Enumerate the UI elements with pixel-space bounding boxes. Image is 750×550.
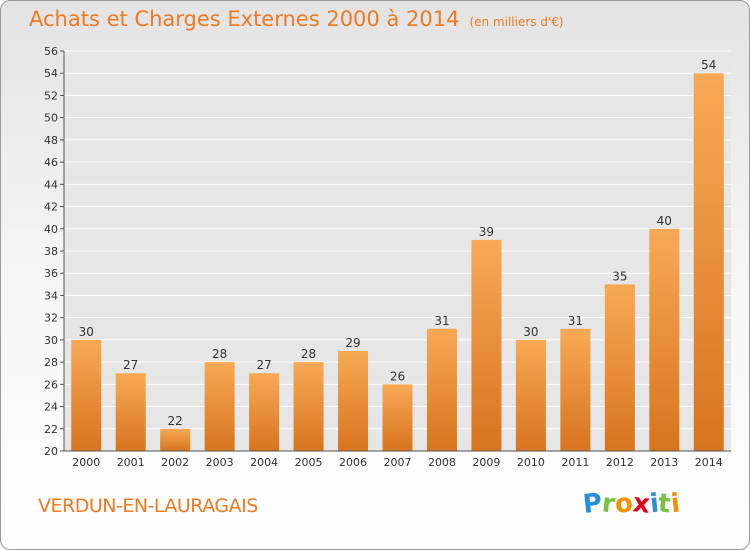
- y-tick-label: 38: [44, 245, 58, 258]
- x-tick-label: 2011: [561, 456, 589, 469]
- x-axis: 2000 2001 2002 2003 2004 2005 2006 2007 2008 2009…: [64, 450, 731, 469]
- bar-2007: [382, 384, 413, 451]
- x-tick-label: 2012: [606, 456, 634, 469]
- data-label-2008: 31: [434, 314, 449, 328]
- bar-2008: [426, 328, 457, 451]
- y-tick-label: 46: [44, 156, 58, 169]
- bar-2013: [649, 228, 680, 451]
- data-labels: 30 27 22 28 27 28 29 26 31 39 30 31 35 40 54: [79, 58, 717, 428]
- y-tick-label: 24: [44, 401, 58, 414]
- chart-title-unit: (en milliers d'€): [469, 15, 564, 29]
- y-tick-label: 54: [44, 67, 58, 80]
- y-tick-label: 48: [44, 134, 58, 147]
- bar-2012: [604, 284, 635, 451]
- x-tick-label: 2000: [72, 456, 100, 469]
- bar-2002: [160, 428, 191, 451]
- y-axis: 20 22 24 26 28 30 32 34 36 38 40 42 44 46 48 50 52 54 56: [44, 45, 65, 458]
- bar-2003: [204, 362, 235, 451]
- x-tick-label: 2013: [650, 456, 678, 469]
- x-tick-label: 2008: [428, 456, 456, 469]
- bar-2014: [693, 73, 724, 451]
- data-label-2003: 28: [212, 347, 227, 361]
- y-tick-label: 26: [44, 378, 58, 391]
- y-tick-label: 44: [44, 178, 58, 191]
- bar-2004: [249, 373, 280, 451]
- data-label-2012: 35: [612, 269, 627, 283]
- bars: [71, 73, 724, 451]
- y-tick-label: 50: [44, 112, 58, 125]
- y-tick-label: 20: [44, 445, 58, 458]
- data-label-2011: 31: [568, 314, 583, 328]
- logo-letter: i: [669, 488, 682, 520]
- x-tick-label: 2001: [117, 456, 145, 469]
- data-label-2004: 27: [256, 358, 271, 372]
- proxiti-logo: Proxiti: [581, 488, 682, 520]
- data-label-2005: 28: [301, 347, 316, 361]
- bar-2001: [115, 373, 146, 451]
- y-tick-label: 42: [44, 201, 58, 214]
- commune-name: VERDUN-EN-LAURAGAIS: [38, 495, 258, 517]
- y-tick-label: 52: [44, 89, 58, 102]
- y-tick-label: 32: [44, 312, 58, 325]
- x-tick-label: 2002: [161, 456, 189, 469]
- chart-title-main: Achats et Charges Externes 2000 à 2014: [29, 7, 460, 31]
- x-tick-label: 2006: [339, 456, 367, 469]
- bar-2006: [338, 351, 369, 451]
- chart-title: Achats et Charges Externes 2000 à 2014 (e…: [29, 7, 564, 31]
- data-label-2010: 30: [523, 325, 538, 339]
- data-label-2002: 22: [168, 414, 183, 428]
- y-tick-label: 34: [44, 289, 58, 302]
- y-tick-label: 30: [44, 334, 58, 347]
- y-tick-label: 56: [44, 45, 58, 58]
- y-tick-label: 36: [44, 267, 58, 280]
- data-label-2013: 40: [657, 214, 672, 228]
- x-tick-label: 2003: [206, 456, 234, 469]
- data-label-2000: 30: [79, 325, 94, 339]
- x-tick-label: 2009: [472, 456, 500, 469]
- y-tick-label: 22: [44, 423, 58, 436]
- bar-2000: [71, 339, 102, 451]
- x-tick-label: 2005: [295, 456, 323, 469]
- data-label-2007: 26: [390, 369, 405, 383]
- data-label-2014: 54: [701, 58, 716, 72]
- bar-2010: [515, 339, 546, 451]
- x-tick-label: 2010: [517, 456, 545, 469]
- x-tick-label: 2004: [250, 456, 278, 469]
- data-label-2009: 39: [479, 225, 494, 239]
- x-tick-label: 2014: [695, 456, 723, 469]
- bar-2005: [293, 362, 324, 451]
- y-tick-label: 28: [44, 356, 58, 369]
- data-label-2001: 27: [123, 358, 138, 372]
- data-label-2006: 29: [345, 336, 360, 350]
- x-tick-label: 2007: [384, 456, 412, 469]
- y-tick-label: 40: [44, 223, 58, 236]
- bar-2009: [471, 239, 502, 451]
- bar-2011: [560, 328, 591, 451]
